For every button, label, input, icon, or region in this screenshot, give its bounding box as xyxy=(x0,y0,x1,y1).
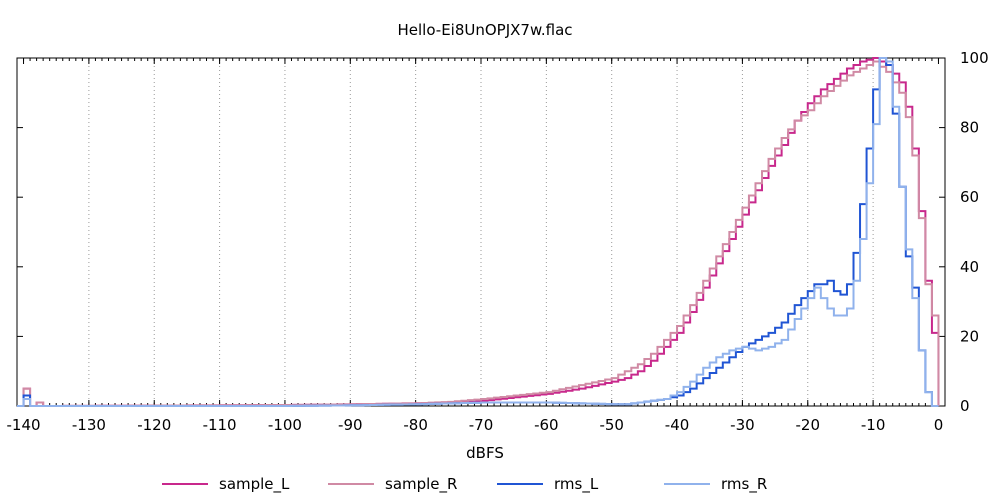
x-tick-label: -30 xyxy=(730,416,755,434)
chart-title: Hello-Ei8UnOPJX7w.flac xyxy=(397,21,572,39)
x-tick-label: -70 xyxy=(469,416,494,434)
series-layer xyxy=(17,57,940,407)
y-tick-label: 100 xyxy=(960,49,989,67)
legend-label: rms_R xyxy=(721,475,767,494)
y-tick-label: 80 xyxy=(960,119,979,137)
legend-label: sample_R xyxy=(385,475,457,494)
x-tick-label: 0 xyxy=(934,416,944,434)
x-tick-label: -10 xyxy=(861,416,886,434)
y-tick-label: 0 xyxy=(960,397,970,415)
y-tick-label: 60 xyxy=(960,188,979,206)
grid xyxy=(88,58,874,406)
x-axis-title: dBFS xyxy=(466,444,504,462)
series-line-sample-L xyxy=(17,57,940,407)
x-tick-label: -110 xyxy=(203,416,237,434)
series-line-rms-L xyxy=(17,57,939,407)
legend-label: sample_L xyxy=(219,475,290,494)
x-tick-label: -80 xyxy=(403,416,428,434)
x-axis: -140 -130 -120 -110 -100 -90 -80 -70 -60 -50 -40 -3… xyxy=(7,58,946,434)
x-tick-label: -50 xyxy=(599,416,624,434)
legend: sample_L sample_R rms_L rms_R xyxy=(162,475,767,494)
y-axis: 0 20 40 60 80 100 xyxy=(17,49,989,415)
x-tick-label: -100 xyxy=(268,416,302,434)
x-tick-label: -60 xyxy=(534,416,559,434)
series-line-rms-R xyxy=(17,57,939,407)
x-tick-label: -120 xyxy=(137,416,171,434)
y-tick-label: 20 xyxy=(960,327,979,345)
x-tick-label: -130 xyxy=(72,416,106,434)
x-tick-label: -20 xyxy=(796,416,821,434)
x-tick-label: -40 xyxy=(665,416,690,434)
legend-label: rms_L xyxy=(554,475,599,494)
x-tick-label: -90 xyxy=(338,416,363,434)
x-tick-label: -140 xyxy=(7,416,41,434)
y-tick-label: 40 xyxy=(960,258,979,276)
